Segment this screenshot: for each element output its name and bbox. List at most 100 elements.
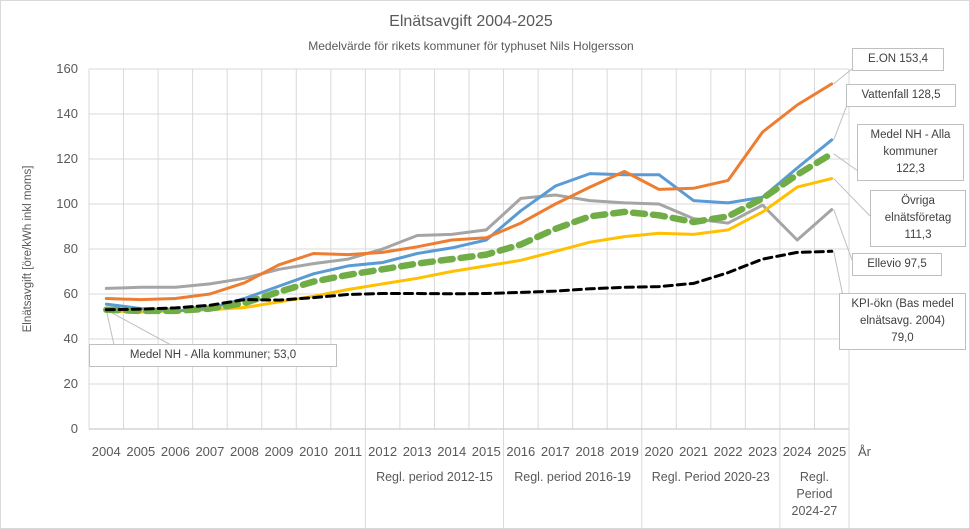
y-tick-label: 80 [38,241,78,256]
x-tick-label-line: 2020 [644,444,674,459]
x-tick-label-line: 2025 [817,444,847,459]
x-tick-label-line: 2023 [748,444,778,459]
y-tick-label-line: 80 [63,241,78,256]
x-tick-label: 2011 [328,444,368,459]
y-tick-label: 20 [38,376,78,391]
x-tick-label-line: 2006 [160,444,190,459]
x-tick-label: 2020 [639,444,679,459]
period-label-p4: Regl. Period 2024-27 [780,469,849,520]
x-tick-label-line: 2017 [540,444,570,459]
y-tick-label-line: 60 [63,286,78,301]
y-tick-label-line: 120 [56,151,78,166]
x-tick-label-line: 2010 [299,444,328,459]
callout-ovriga-line: 111,3 [904,229,932,241]
callout-kpi-line: 79,0 [891,332,914,344]
callout-kpi-line: elnätsavg. 2004) [859,315,946,327]
x-tick-label-line: 2024 [782,444,812,459]
y-tick-label: 60 [38,286,78,301]
y-tick-label-line: 100 [56,196,78,211]
callout-leader-ovriga [833,178,872,218]
x-tick-label-line: 2019 [609,444,639,459]
y-tick-label: 100 [38,196,78,211]
callout-leader-medel2004 [106,309,172,346]
callout-leader-ellevio [833,209,853,261]
x-tick-label: 2013 [397,444,437,459]
x-tick-label-line: 2016 [506,444,536,459]
callout-medel-line: Medel NH - Alla [870,129,951,141]
period-label-p3: Regl. Period 2020-23 [642,469,780,486]
callout-eon-line: E.ON 153,4 [867,53,929,65]
callout-leader-vattenfall [833,104,848,141]
x-tick-label: 2024 [777,444,817,459]
x-tick-label-line: 2007 [195,444,225,459]
x-tick-label-line: 2018 [575,444,605,459]
chart-subtitle: Medelvärde för rikets kommuner för typhu… [308,39,634,53]
x-tick-label: 2009 [259,444,299,459]
callout-ovriga-line: elnätsföretag [884,212,952,224]
x-axis-title: År [858,444,871,459]
x-tick-label: 2016 [501,444,541,459]
callout-leader-kpi [833,251,844,297]
x-tick-label-line: 2009 [264,444,294,459]
callout-leader-medel [833,153,859,172]
period-label-p1-line: Regl. period 2012-15 [376,470,493,484]
callout-medel: Medel NH - Alla kommuner 122,3 [857,124,964,181]
x-tick-label-line: 2022 [713,444,743,459]
x-tick-label-line: 2008 [229,444,259,459]
callout-medel2004-line: Medel NH - Alla kommuner; 53,0 [129,349,297,361]
callout-eon: E.ON 153,4 [852,48,944,71]
callout-vattenfall: Vattenfall 128,5 [846,84,956,107]
callout-ellevio: Ellevio 97,5 [852,253,942,276]
x-tick-label: 2010 [294,444,334,459]
callout-kpi: KPI-ökn (Bas medel elnätsavg. 2004) 79,0 [839,293,966,350]
period-label-p4-line: 2024-27 [791,504,838,518]
y-tick-label-line: 0 [70,421,78,436]
y-tick-label: 120 [38,151,78,166]
chart-title: Elnätsavgift 2004-2025 [389,13,553,30]
series-line-eon [104,82,834,302]
period-label-p4-line: Period [796,487,833,501]
callout-ovriga-line: Övriga [901,195,935,207]
x-tick-label-line: 2013 [402,444,432,459]
series-line-medel [103,150,835,315]
x-tick-label: 2017 [535,444,575,459]
callout-leader-medel2004 [105,309,115,346]
callout-kpi-line: KPI-ökn (Bas medel [851,298,954,310]
x-tick-label: 2012 [363,444,403,459]
x-tick-label-line: 2021 [679,444,708,459]
series-line-kpi [104,249,834,312]
y-tick-label: 140 [38,106,78,121]
callout-ellevio-line: Ellevio 97,5 [867,258,927,270]
callout-vattenfall-line: Vattenfall 128,5 [861,89,941,101]
callout-medel-line: 122,3 [896,163,925,175]
x-tick-label: 2021 [674,444,714,459]
callout-medel-line: kommuner [883,146,938,158]
x-tick-label-line: 2004 [91,444,121,459]
x-tick-label: 2019 [604,444,644,459]
x-tick-label-line: 2014 [437,444,467,459]
y-tick-label-line: 140 [56,106,78,121]
callout-leader-eon [833,67,854,85]
x-tick-label: 2015 [466,444,506,459]
period-label-p2: Regl. period 2016-19 [504,469,642,486]
y-tick-label: 0 [38,421,78,436]
x-tick-label-line: 2015 [471,444,501,459]
y-tick-label: 160 [38,61,78,76]
callout-medel2004: Medel NH - Alla kommuner; 53,0 [89,344,337,367]
x-tick-label: 2023 [743,444,783,459]
x-tick-label: 2014 [432,444,472,459]
period-label-p4-line: Regl. [799,470,830,484]
x-tick-label: 2005 [121,444,161,459]
x-tick-label: 2018 [570,444,610,459]
x-tick-label-line: 2005 [126,444,156,459]
x-tick-label: 2004 [86,444,126,459]
x-tick-label: 2025 [812,444,852,459]
y-tick-label-line: 20 [63,376,78,391]
period-label-p3-line: Regl. Period 2020-23 [651,470,770,484]
y-tick-label-line: 40 [63,331,78,346]
y-tick-label-line: 160 [56,61,78,76]
x-tick-label: 2007 [190,444,230,459]
period-label-p1: Regl. period 2012-15 [365,469,503,486]
